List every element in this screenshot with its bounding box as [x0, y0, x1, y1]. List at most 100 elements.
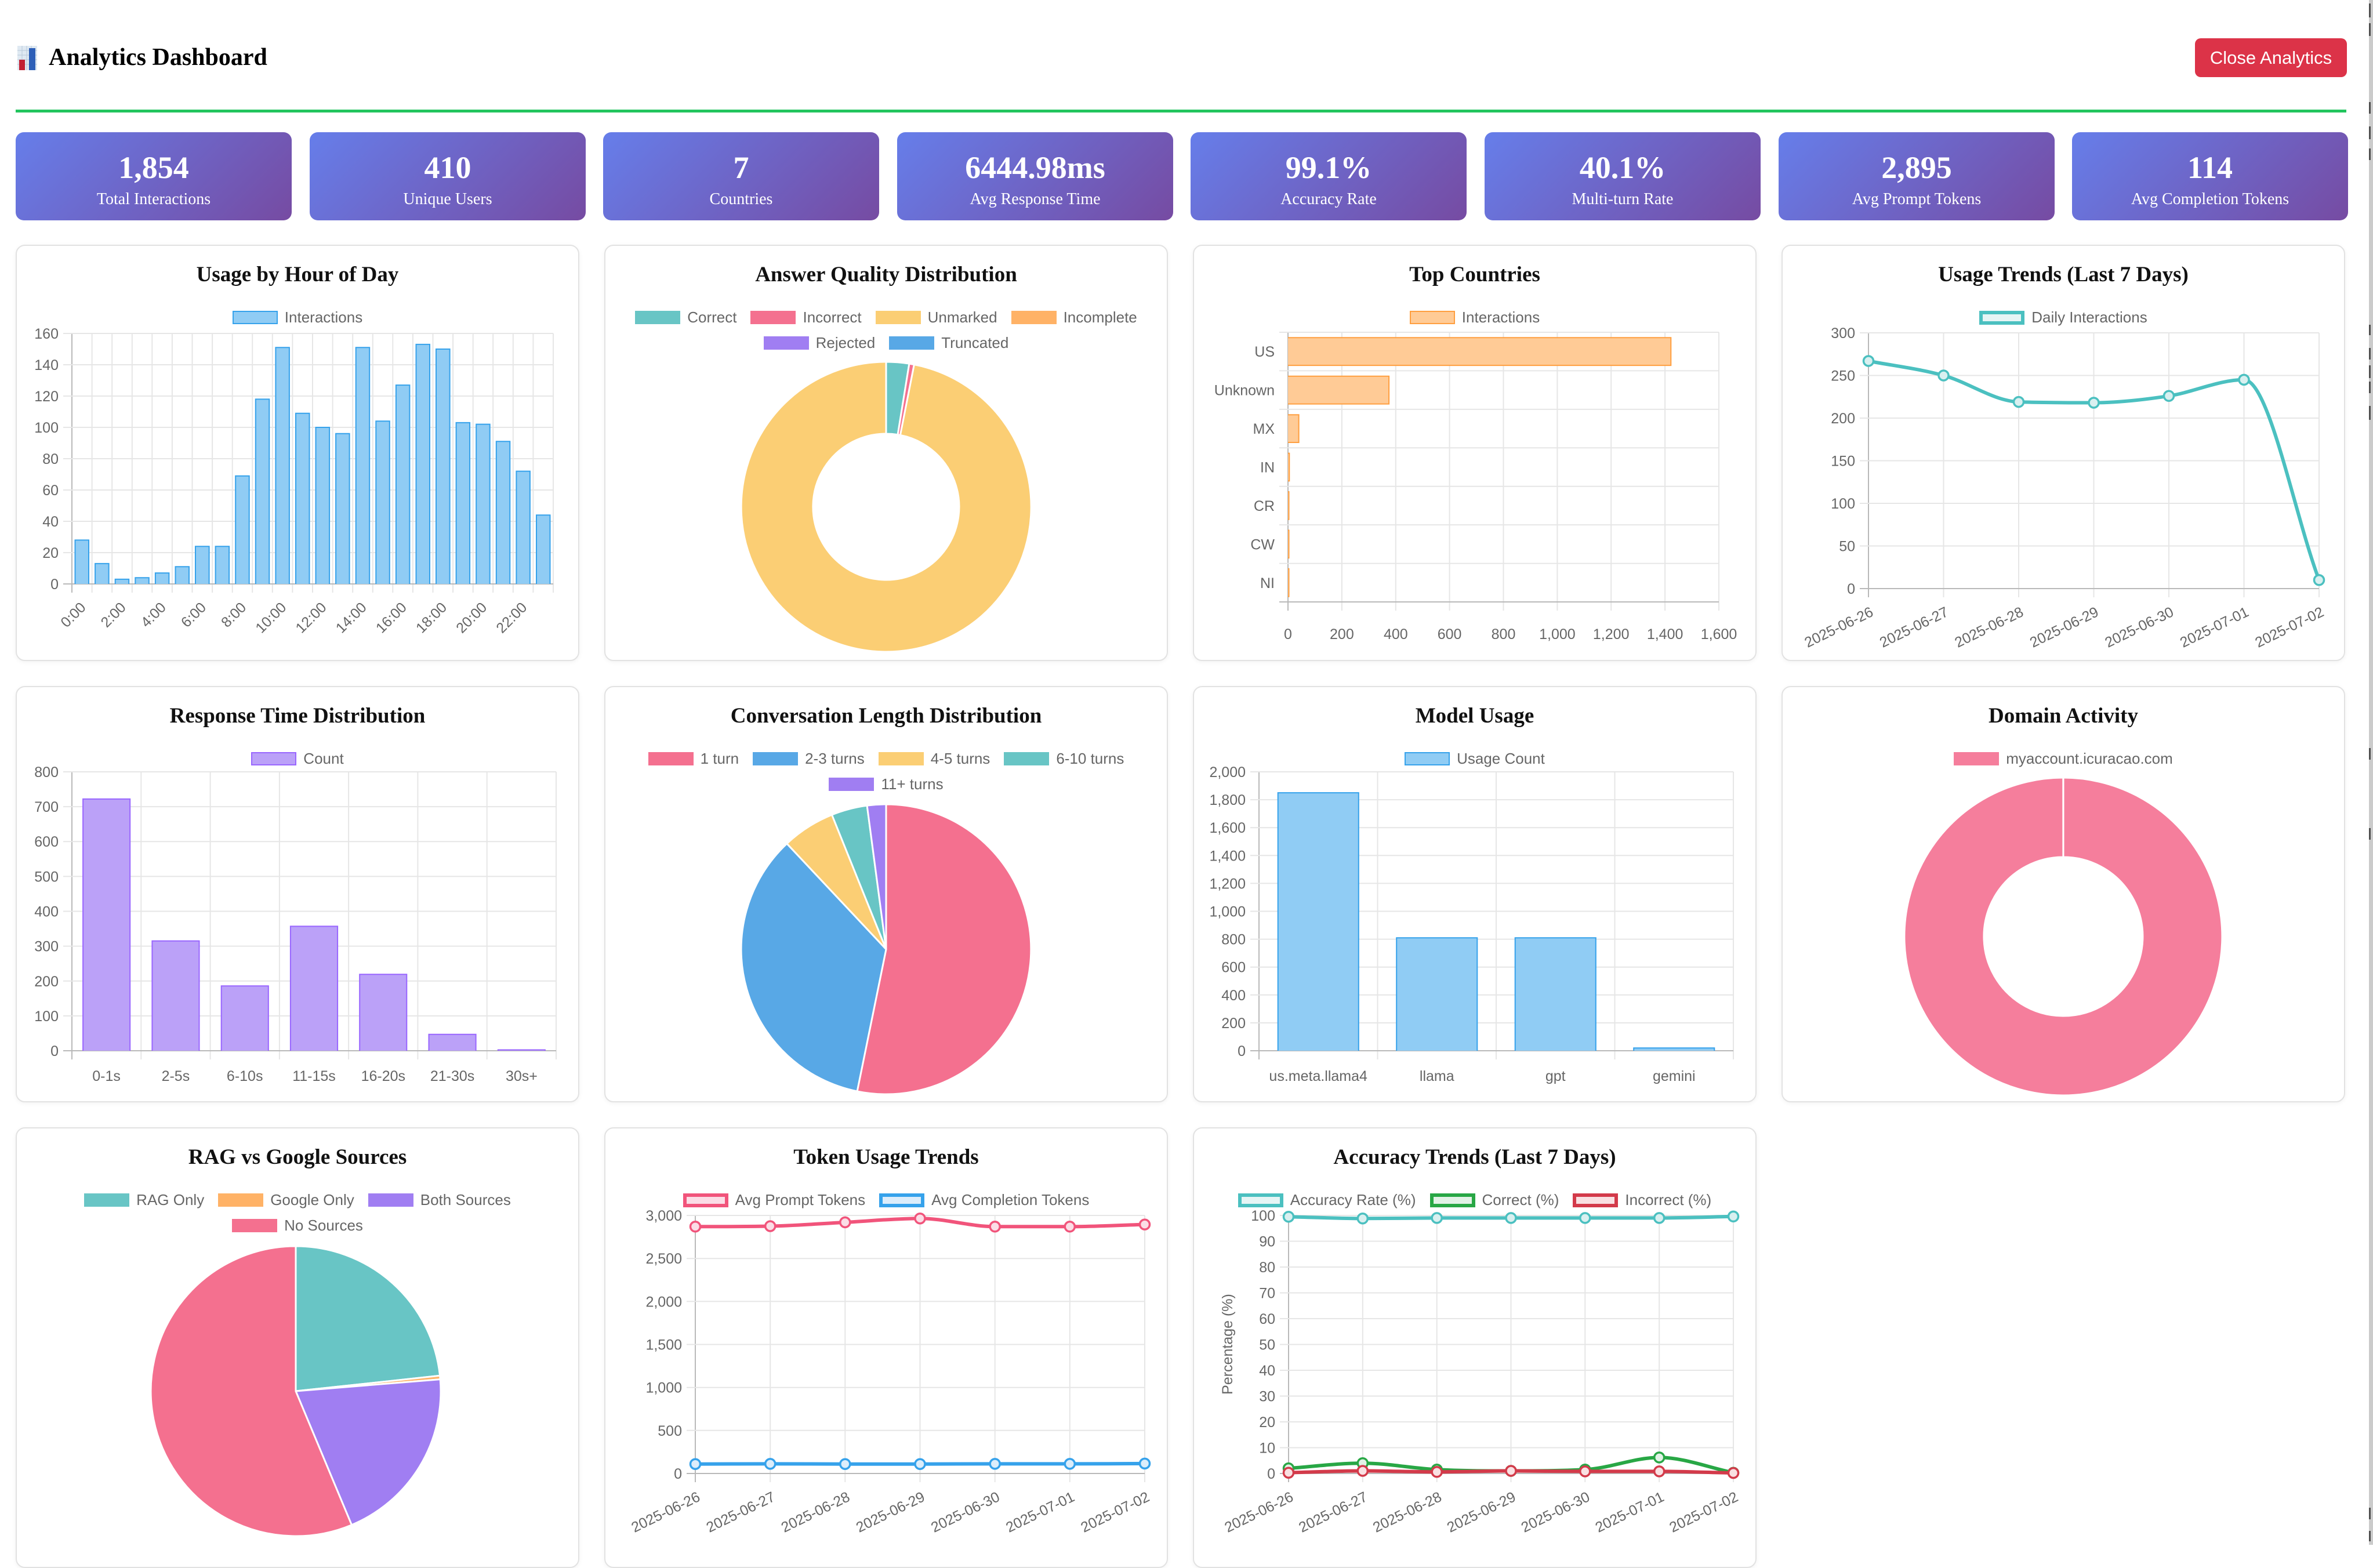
svg-text:100: 100: [1251, 1208, 1275, 1224]
svg-text:18:00: 18:00: [413, 599, 450, 636]
svg-text:12:00: 12:00: [293, 599, 330, 636]
svg-text:800: 800: [1221, 932, 1246, 948]
svg-text:120: 120: [34, 389, 59, 405]
svg-text:150: 150: [1831, 453, 1855, 470]
svg-text:2025-06-28: 2025-06-28: [1952, 604, 2026, 651]
svg-text:0:00: 0:00: [57, 599, 89, 630]
svg-text:2025-06-30: 2025-06-30: [928, 1489, 1002, 1536]
svg-text:400: 400: [1221, 988, 1246, 1004]
svg-text:0: 0: [674, 1466, 682, 1482]
svg-text:CW: CW: [1250, 536, 1275, 553]
svg-text:20: 20: [1259, 1414, 1275, 1431]
svg-text:2025-06-29: 2025-06-29: [854, 1489, 927, 1536]
svg-text:21-30s: 21-30s: [430, 1068, 474, 1084]
svg-text:50: 50: [1259, 1337, 1275, 1353]
svg-text:2:00: 2:00: [98, 599, 129, 630]
svg-text:60: 60: [1259, 1311, 1275, 1327]
svg-text:20:00: 20:00: [453, 599, 490, 636]
svg-text:200: 200: [1831, 411, 1855, 427]
svg-text:us.meta.llama4: us.meta.llama4: [1269, 1068, 1367, 1084]
svg-text:22:00: 22:00: [493, 599, 530, 636]
svg-text:gemini: gemini: [1653, 1068, 1696, 1084]
svg-text:200: 200: [1221, 1015, 1246, 1032]
svg-text:2025-07-02: 2025-07-02: [1078, 1489, 1152, 1536]
svg-text:2-5s: 2-5s: [162, 1068, 190, 1084]
svg-text:2025-06-28: 2025-06-28: [779, 1489, 852, 1536]
svg-text:140: 140: [34, 357, 59, 373]
svg-text:0-1s: 0-1s: [92, 1068, 121, 1084]
svg-text:2025-07-02: 2025-07-02: [2252, 604, 2326, 651]
svg-text:1,500: 1,500: [645, 1337, 682, 1353]
svg-text:2025-07-01: 2025-07-01: [1003, 1489, 1077, 1536]
svg-text:20: 20: [42, 545, 59, 561]
svg-text:10: 10: [1259, 1440, 1275, 1457]
svg-text:6-10s: 6-10s: [227, 1068, 263, 1084]
svg-text:0: 0: [1238, 1043, 1246, 1059]
svg-text:1,200: 1,200: [1209, 876, 1246, 892]
svg-text:1,200: 1,200: [1593, 626, 1630, 643]
svg-text:2,500: 2,500: [645, 1251, 682, 1267]
svg-text:16-20s: 16-20s: [361, 1068, 405, 1084]
svg-text:160: 160: [34, 326, 59, 342]
svg-text:300: 300: [34, 939, 59, 955]
svg-text:2025-07-02: 2025-07-02: [1667, 1489, 1740, 1536]
svg-text:100: 100: [34, 420, 59, 436]
svg-text:10:00: 10:00: [252, 599, 289, 636]
svg-text:Percentage (%): Percentage (%): [1220, 1294, 1236, 1395]
svg-text:250: 250: [1831, 368, 1855, 384]
svg-text:50: 50: [1839, 539, 1855, 555]
svg-text:40: 40: [42, 514, 59, 530]
svg-text:4:00: 4:00: [138, 599, 169, 630]
svg-text:70: 70: [1259, 1286, 1275, 1302]
svg-text:1,800: 1,800: [1209, 792, 1246, 808]
svg-text:100: 100: [1831, 496, 1855, 512]
svg-text:1,600: 1,600: [1701, 626, 1737, 643]
svg-text:1,000: 1,000: [1209, 904, 1246, 920]
svg-text:80: 80: [1259, 1260, 1275, 1276]
svg-text:14:00: 14:00: [333, 599, 370, 636]
svg-text:100: 100: [34, 1008, 59, 1025]
svg-text:1,400: 1,400: [1647, 626, 1683, 643]
svg-text:500: 500: [658, 1423, 682, 1439]
svg-text:400: 400: [34, 904, 59, 920]
svg-text:1,600: 1,600: [1209, 820, 1246, 836]
svg-text:16:00: 16:00: [373, 599, 410, 636]
svg-text:2025-06-26: 2025-06-26: [629, 1489, 702, 1536]
svg-text:3,000: 3,000: [645, 1208, 682, 1224]
svg-text:300: 300: [1831, 325, 1855, 342]
svg-text:2025-06-30: 2025-06-30: [2102, 604, 2176, 651]
svg-text:2025-06-27: 2025-06-27: [704, 1489, 778, 1536]
svg-text:IN: IN: [1260, 460, 1275, 476]
svg-text:200: 200: [34, 974, 59, 990]
svg-text:1,000: 1,000: [645, 1380, 682, 1396]
svg-text:6:00: 6:00: [178, 599, 209, 630]
svg-text:90: 90: [1259, 1234, 1275, 1250]
svg-text:2025-07-01: 2025-07-01: [1593, 1489, 1667, 1536]
svg-text:llama: llama: [1420, 1068, 1454, 1084]
svg-text:80: 80: [42, 451, 59, 467]
svg-text:800: 800: [34, 764, 59, 781]
svg-text:0: 0: [1284, 626, 1292, 643]
svg-text:Unknown: Unknown: [1214, 383, 1275, 399]
svg-text:gpt: gpt: [1545, 1068, 1566, 1084]
svg-text:1,400: 1,400: [1209, 848, 1246, 864]
svg-text:2025-06-30: 2025-06-30: [1519, 1489, 1592, 1536]
svg-text:200: 200: [1330, 626, 1354, 643]
svg-text:30s+: 30s+: [506, 1068, 538, 1084]
svg-text:2025-06-29: 2025-06-29: [1445, 1489, 1518, 1536]
svg-text:1,000: 1,000: [1539, 626, 1576, 643]
svg-text:2025-06-27: 2025-06-27: [1877, 604, 1951, 651]
svg-text:2025-06-26: 2025-06-26: [1222, 1489, 1296, 1536]
svg-text:US: US: [1254, 344, 1275, 360]
svg-text:0: 0: [1847, 581, 1855, 597]
svg-text:600: 600: [1221, 960, 1246, 976]
svg-text:8:00: 8:00: [218, 599, 249, 630]
svg-text:600: 600: [1438, 626, 1462, 643]
svg-text:2025-06-28: 2025-06-28: [1370, 1489, 1444, 1536]
svg-text:2,000: 2,000: [645, 1294, 682, 1310]
svg-text:0: 0: [1267, 1466, 1275, 1482]
svg-text:60: 60: [42, 482, 59, 499]
svg-text:NI: NI: [1260, 575, 1275, 591]
svg-text:11-15s: 11-15s: [292, 1068, 336, 1084]
svg-text:30: 30: [1259, 1389, 1275, 1405]
